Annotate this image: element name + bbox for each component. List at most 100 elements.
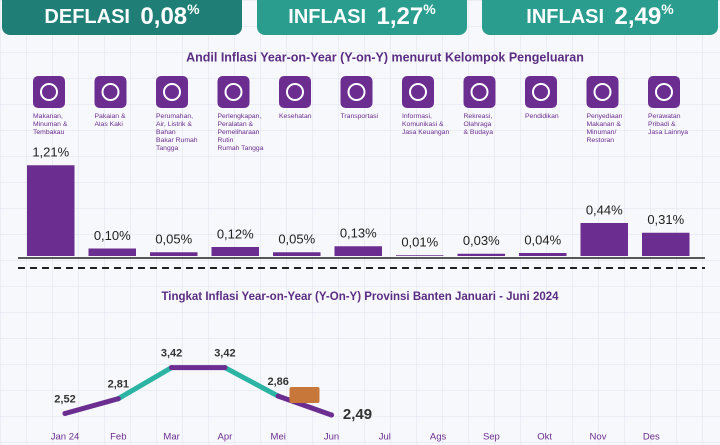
- category-label: Penyediaan Makanan & Minuman/Restoran: [587, 113, 623, 144]
- x-tick-label: Des: [643, 432, 660, 443]
- chart-title: Tingkat Inflasi Year-on-Year (Y-On-Y) Pr…: [161, 291, 559, 303]
- category-line: Komunikasi &: [402, 121, 444, 128]
- badge-unit: %: [661, 1, 674, 17]
- x-tick-label: Nov: [590, 432, 607, 443]
- category-icon: [279, 76, 311, 108]
- bar: [273, 252, 321, 256]
- category-line: Perumahan,: [156, 113, 193, 120]
- value-label: 3,42: [161, 347, 182, 359]
- category-icon: [463, 76, 496, 108]
- point: [62, 410, 68, 416]
- category-line: Pemeliharaan: [218, 129, 260, 136]
- icon-glyph: [347, 83, 366, 101]
- category-label: Informasi, Komunikasi & Jasa Keuangan: [402, 113, 449, 136]
- category-line: Olahraga: [464, 121, 492, 128]
- category-label: Rekreasi, Olahraga & Budaya: [464, 113, 494, 136]
- category-label: Perawatan Pribadi & Jasa Lainnya: [648, 113, 688, 136]
- x-tick-label: Sep: [483, 432, 500, 443]
- badge-label: INFLASI: [526, 6, 604, 28]
- icon-glyph: [286, 83, 304, 101]
- category-icon: [94, 76, 127, 108]
- icon-glyph: [40, 83, 58, 101]
- x-tick-label: Ags: [430, 432, 447, 443]
- bar: [150, 252, 198, 256]
- point: [222, 365, 228, 371]
- icon-glyph: [532, 83, 550, 101]
- bar: [88, 248, 136, 256]
- point: [169, 365, 175, 371]
- value-label: 0,05%: [155, 232, 192, 247]
- category-line: Rumah Tangga: [218, 145, 264, 152]
- category-line: Penyediaan: [587, 113, 623, 120]
- icon-glyph: [163, 83, 181, 101]
- value-label: 0,04%: [524, 232, 561, 247]
- badge: [482, 0, 718, 35]
- category-line: Kesehatan: [279, 113, 312, 120]
- bar: [211, 247, 259, 256]
- category-line: Peralatan &: [218, 121, 254, 128]
- line-segment: [222, 365, 281, 399]
- category-icon: [402, 76, 434, 108]
- category-line: Pakaian &: [95, 113, 126, 120]
- value-label: 0,10%: [94, 228, 131, 243]
- category-line: Bakar Rumah: [156, 137, 198, 144]
- point: [115, 396, 121, 402]
- category-line: Makanan &: [587, 121, 622, 128]
- category-line: Perlengkapan,: [218, 113, 262, 120]
- x-tick-label: Jan 24: [51, 432, 80, 443]
- category-icon: [340, 76, 373, 108]
- category-icon: [217, 76, 250, 108]
- badge-label: INFLASI: [288, 6, 366, 28]
- x-tick-label: Feb: [110, 432, 126, 443]
- badge-value: 0,08: [140, 3, 187, 30]
- category-icon: [648, 76, 680, 108]
- badge-text: INFLASI 2,49%: [526, 1, 674, 31]
- value-label: 0,31%: [647, 212, 684, 227]
- badge-text: INFLASI 1,27%: [288, 1, 436, 31]
- x-tick-label: Okt: [537, 432, 552, 443]
- category-line: Air, Listrik &: [156, 121, 192, 128]
- category-line: Makanan,: [33, 113, 63, 120]
- category-label: Pendidikan: [525, 113, 559, 120]
- category-line: Bahan: [156, 129, 176, 136]
- bar: [334, 246, 382, 256]
- category-label: Perlengkapan, Peralatan & Pemeliharaan Ruti…: [218, 113, 264, 152]
- category-line: Minuman/: [587, 129, 617, 136]
- line-segment: [62, 396, 121, 416]
- badge: [257, 0, 467, 35]
- bar: [27, 165, 75, 256]
- category-line: & Budaya: [464, 129, 494, 136]
- bar: [580, 223, 628, 256]
- value-label: 0,05%: [278, 232, 315, 247]
- category-line: Rekreasi,: [464, 113, 493, 120]
- x-tick-label: Mei: [271, 432, 286, 443]
- value-label: 0,03%: [463, 233, 500, 248]
- icon-glyph: [409, 83, 427, 101]
- x-tick-label: Apr: [218, 432, 233, 443]
- icon-glyph: [470, 83, 489, 101]
- category-line: Alas Kaki: [95, 121, 124, 128]
- bar: [457, 253, 505, 256]
- value-label: 0,13%: [340, 226, 377, 241]
- icon-glyph: [101, 83, 120, 101]
- x-tick-label: Mar: [163, 432, 179, 443]
- value-label: 2,81: [108, 379, 129, 391]
- line-segment: [275, 393, 334, 418]
- category-line: Transportasi: [341, 113, 379, 120]
- category-line: Pendidikan: [525, 113, 559, 120]
- category-line: Rutin: [218, 137, 234, 144]
- value-label: 0,12%: [217, 226, 254, 241]
- value-label: 3,42: [214, 347, 235, 359]
- value-label: 1,21%: [32, 145, 69, 160]
- value-label: 2,49: [343, 406, 372, 423]
- bar: [519, 253, 567, 256]
- icon-glyph: [655, 83, 673, 101]
- category-icon: [33, 76, 65, 108]
- bar: [396, 255, 444, 256]
- badge-value: 2,49: [615, 3, 662, 30]
- badge-text: DEFLASI 0,08%: [44, 1, 200, 31]
- category-icon: [156, 76, 188, 108]
- category-line: Pribadi &: [648, 121, 676, 128]
